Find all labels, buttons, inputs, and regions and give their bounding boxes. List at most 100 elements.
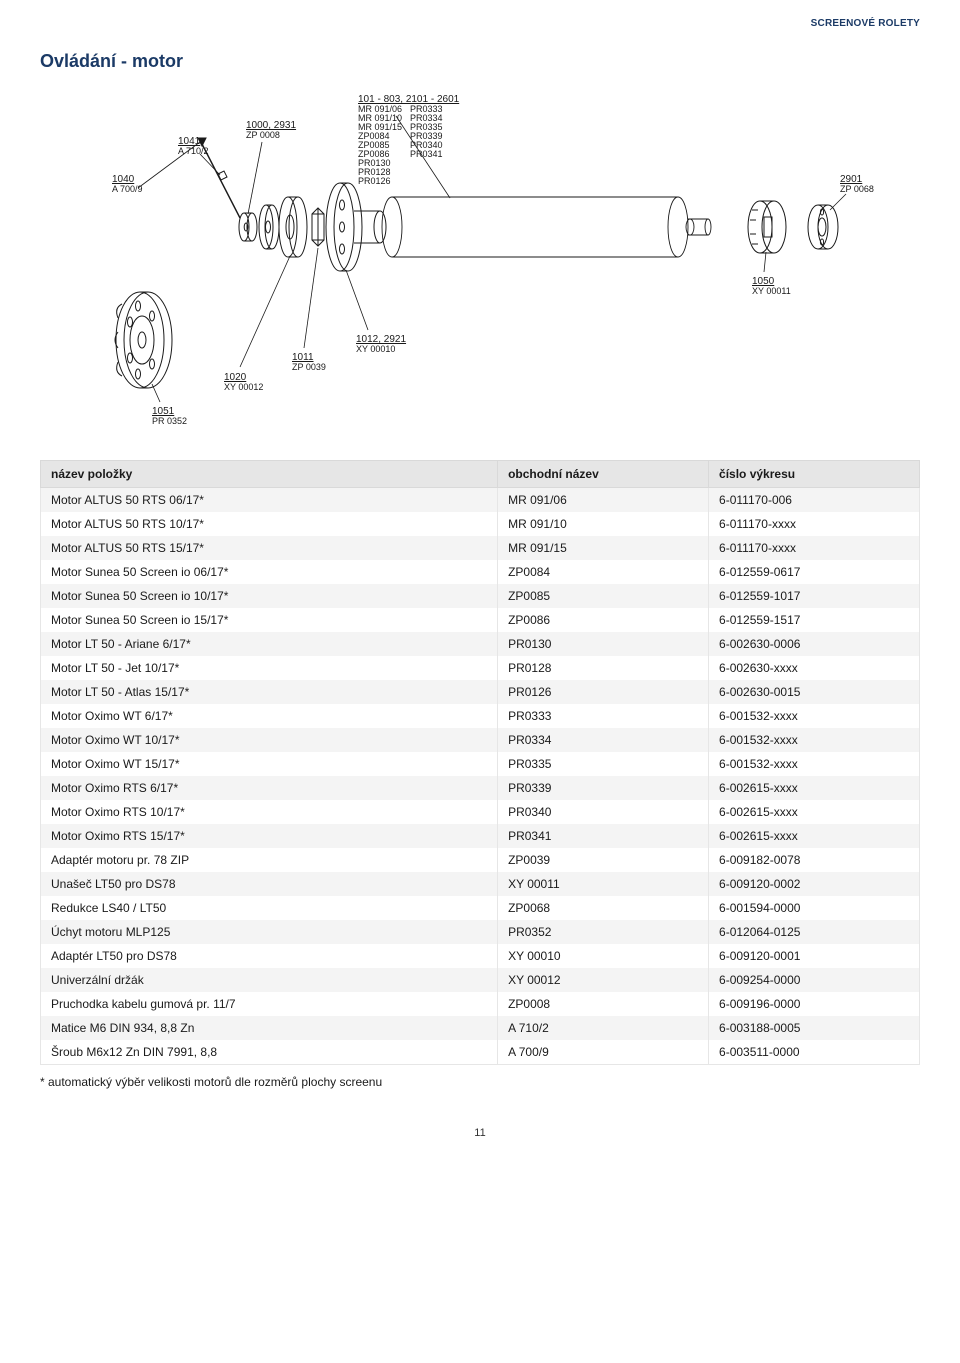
table-row: Motor Sunea 50 Screen io 10/17*ZP00856-0… [41,584,920,608]
table-row: Motor LT 50 - Jet 10/17*PR01286-002630-x… [41,656,920,680]
table-row: Motor Oximo WT 6/17*PR03336-001532-xxxx [41,704,920,728]
table-row: Motor Sunea 50 Screen io 15/17*ZP00866-0… [41,608,920,632]
table-cell: PR0334 [498,728,709,752]
reducer-ring-icon [808,205,838,249]
c1051-l0: PR 0352 [152,416,187,426]
table-cell: A 710/2 [498,1016,709,1040]
col-trade: obchodní název [498,461,709,488]
table-row: Pruchodka kabelu gumová pr. 11/7ZP00086-… [41,992,920,1016]
footnote: * automatický výběr velikosti motorů dle… [40,1075,920,1089]
table-cell: Motor Oximo RTS 10/17* [41,800,498,824]
mount-plate-icon [115,292,172,388]
c1000-l0: ZP 0008 [246,130,280,140]
table-cell: Motor Oximo RTS 15/17* [41,824,498,848]
table-cell: 6-001532-xxxx [709,728,920,752]
coupling-gear-icon [748,201,786,253]
table-cell: Unašeč LT50 pro DS78 [41,872,498,896]
table-row: Motor Oximo WT 15/17*PR03356-001532-xxxx [41,752,920,776]
table-cell: 6-012559-0617 [709,560,920,584]
page: SCREENOVÉ ROLETY Ovládání - motor [0,0,960,1179]
table-cell: MR 091/06 [498,488,709,513]
table-cell: Motor Oximo WT 6/17* [41,704,498,728]
table-cell: 6-012064-0125 [709,920,920,944]
c1040-l0: A 700/9 [112,184,143,194]
table-cell: 6-009120-0001 [709,944,920,968]
table-cell: 6-002615-xxxx [709,776,920,800]
table-cell: Motor Sunea 50 Screen io 15/17* [41,608,498,632]
table-cell: 6-003188-0005 [709,1016,920,1040]
table-cell: 6-009254-0000 [709,968,920,992]
table-cell: 6-002615-xxxx [709,800,920,824]
table-cell: PR0130 [498,632,709,656]
c101-l8: PR0126 [358,176,391,186]
table-cell: XY 00011 [498,872,709,896]
table-cell: ZP0084 [498,560,709,584]
table-cell: PR0340 [498,800,709,824]
table-cell: 6-002630-0015 [709,680,920,704]
table-cell: ZP0039 [498,848,709,872]
table-cell: 6-009120-0002 [709,872,920,896]
table-cell: Univerzální držák [41,968,498,992]
doc-category: SCREENOVÉ ROLETY [40,18,920,29]
table-cell: Adaptér LT50 pro DS78 [41,944,498,968]
table-cell: Motor Oximo WT 15/17* [41,752,498,776]
table-cell: PR0126 [498,680,709,704]
table-header-row: název položky obchodní název číslo výkre… [41,461,920,488]
table-cell: Matice M6 DIN 934, 8,8 Zn [41,1016,498,1040]
table-row: Redukce LS40 / LT50ZP00686-001594-0000 [41,896,920,920]
table-cell: Motor Oximo RTS 6/17* [41,776,498,800]
table-cell: Motor LT 50 - Jet 10/17* [41,656,498,680]
table-cell: ZP0086 [498,608,709,632]
table-cell: Adaptér motoru pr. 78 ZIP [41,848,498,872]
c1050-l0: XY 00011 [752,286,791,296]
table-cell: Motor Oximo WT 10/17* [41,728,498,752]
table-row: Motor Sunea 50 Screen io 06/17*ZP00846-0… [41,560,920,584]
motor-tube-icon [382,197,711,257]
table-row: Matice M6 DIN 934, 8,8 ZnA 710/26-003188… [41,1016,920,1040]
c1041-l0: A 710/2 [178,146,209,156]
table-cell: Motor Sunea 50 Screen io 06/17* [41,560,498,584]
section-title: Ovládání - motor [40,51,920,72]
c1011-l0: ZP 0039 [292,362,326,372]
table-cell: Redukce LS40 / LT50 [41,896,498,920]
c2901-l0: ZP 0068 [840,184,874,194]
table-cell: PR0128 [498,656,709,680]
table-cell: Úchyt motoru MLP125 [41,920,498,944]
table-cell: PR0341 [498,824,709,848]
table-row: Motor ALTUS 50 RTS 06/17*MR 091/066-0111… [41,488,920,513]
table-cell: MR 091/15 [498,536,709,560]
table-row: Motor Oximo RTS 15/17*PR03416-002615-xxx… [41,824,920,848]
table-cell: ZP0008 [498,992,709,1016]
c1020-l0: XY 00012 [224,382,263,392]
table-cell: XY 00010 [498,944,709,968]
table-cell: 6-011170-006 [709,488,920,513]
c101-l14: PR0341 [410,149,443,159]
table-cell: Motor ALTUS 50 RTS 06/17* [41,488,498,513]
parts-table: název položky obchodní název číslo výkre… [40,460,920,1065]
table-cell: ZP0085 [498,584,709,608]
table-row: Motor Oximo RTS 10/17*PR03406-002615-xxx… [41,800,920,824]
table-cell: 6-011170-xxxx [709,512,920,536]
table-row: Úchyt motoru MLP125PR03526-012064-0125 [41,920,920,944]
table-row: Motor ALTUS 50 RTS 10/17*MR 091/106-0111… [41,512,920,536]
table-cell: PR0339 [498,776,709,800]
table-cell: 6-001532-xxxx [709,704,920,728]
table-row: Adaptér motoru pr. 78 ZIPZP00396-009182-… [41,848,920,872]
table-row: Univerzální držákXY 000126-009254-0000 [41,968,920,992]
table-cell: 6-002615-xxxx [709,824,920,848]
table-cell: PR0352 [498,920,709,944]
table-cell: 6-011170-xxxx [709,536,920,560]
table-row: Šroub M6x12 Zn DIN 7991, 8,8A 700/96-003… [41,1040,920,1065]
table-cell: 6-003511-0000 [709,1040,920,1065]
table-cell: XY 00012 [498,968,709,992]
diagram-svg: 101 - 803, 2101 - 2601 MR 091/06 MR 091/… [40,92,920,432]
table-cell: 6-009182-0078 [709,848,920,872]
table-cell: Pruchodka kabelu gumová pr. 11/7 [41,992,498,1016]
c1012-l0: XY 00010 [356,344,395,354]
table-cell: Motor LT 50 - Ariane 6/17* [41,632,498,656]
table-row: Motor Oximo WT 10/17*PR03346-001532-xxxx [41,728,920,752]
table-row: Unašeč LT50 pro DS78XY 000116-009120-000… [41,872,920,896]
col-name: název položky [41,461,498,488]
table-cell: 6-001594-0000 [709,896,920,920]
table-cell: 6-012559-1517 [709,608,920,632]
